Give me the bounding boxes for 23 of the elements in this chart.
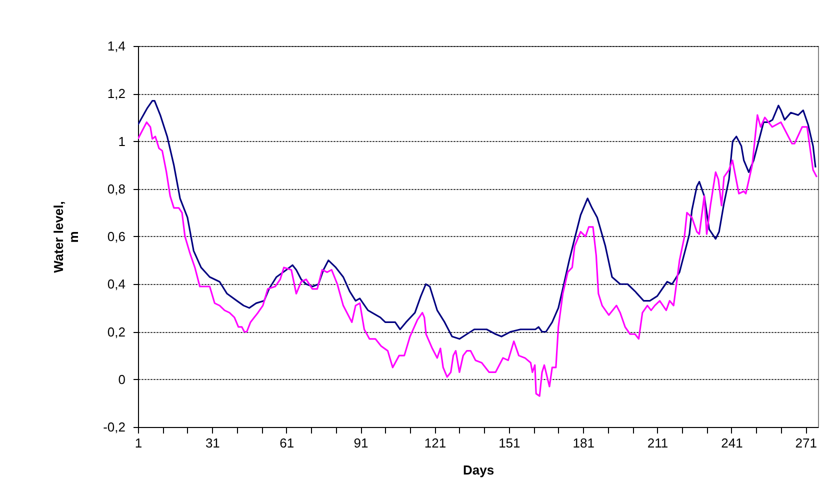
x-tick-label: 61	[280, 436, 294, 450]
y-tick-label: 0,2	[107, 324, 126, 340]
y-tick-label: 1,4	[107, 38, 126, 54]
y-tick-label: 1,2	[107, 86, 126, 102]
y-tick-label: 0	[118, 372, 126, 387]
x-tick-label: 181	[572, 436, 594, 450]
y-tick-label: 0,4	[107, 276, 126, 292]
y-tick-label: 0,8	[107, 181, 126, 196]
x-axis-title: Days	[462, 462, 494, 478]
line-series	[138, 114, 818, 397]
x-tick-label: 151	[498, 436, 520, 450]
x-tick-label: 91	[354, 436, 368, 450]
x-tick-label: 271	[795, 436, 817, 450]
y-tick-label: 1	[118, 134, 126, 149]
y-axis-title: Water level, m	[51, 201, 82, 273]
line-series	[138, 100, 816, 340]
x-tick-label: 1	[134, 436, 142, 450]
x-tick-label: 121	[424, 436, 446, 450]
x-tick-label: 241	[721, 436, 743, 450]
y-tick-label: -0,2	[103, 420, 126, 434]
x-tick-label: 211	[647, 436, 668, 450]
y-tick-label: 0,6	[107, 229, 126, 244]
x-tick-label: 31	[205, 436, 220, 450]
